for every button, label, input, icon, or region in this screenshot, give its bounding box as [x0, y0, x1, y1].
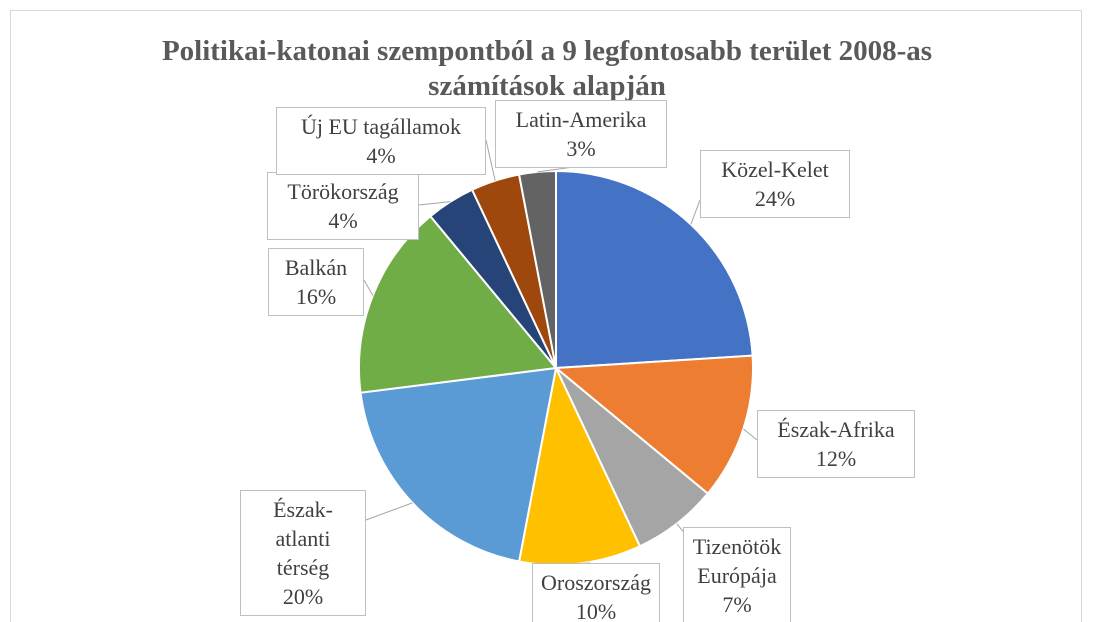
chart-title: Politikai-katonai szempontból a 9 legfon…	[161, 35, 933, 102]
label-name: Oroszország	[541, 570, 651, 595]
label-name: Észak-Afrika	[777, 417, 895, 442]
leader-line	[743, 428, 758, 441]
data-label: Észak-atlanti térség 20%	[240, 490, 366, 616]
leader-line	[690, 199, 701, 225]
label-value: 3%	[566, 136, 596, 161]
data-label: Törökország 4%	[267, 172, 419, 240]
label-name: Észak-atlanti térség	[273, 497, 333, 580]
pie-slice	[555, 169, 754, 370]
data-label: Észak-Afrika 12%	[757, 410, 915, 478]
label-value: 4%	[366, 143, 396, 168]
data-label: Oroszország 10%	[532, 563, 660, 622]
leader-line	[363, 279, 374, 296]
label-name: Közel-Kelet	[721, 157, 829, 182]
label-name: Törökország	[287, 179, 399, 204]
label-value: 12%	[815, 446, 857, 471]
leader-line	[418, 201, 451, 206]
leader-line	[485, 139, 496, 181]
label-name: Tizenötök Európája	[692, 534, 782, 588]
label-value: 24%	[754, 186, 796, 211]
data-label: Latin-Amerika 3%	[495, 100, 667, 168]
data-label: Balkán 16%	[268, 248, 364, 316]
data-label: Tizenötök Európája 7%	[683, 527, 791, 622]
label-name: Latin-Amerika	[515, 107, 647, 132]
label-value: 7%	[722, 592, 752, 617]
data-label: Új EU tagállamok 4%	[276, 107, 486, 175]
pie-slice	[553, 354, 754, 495]
label-name: Új EU tagállamok	[300, 114, 462, 139]
label-value: 20%	[282, 584, 324, 609]
chart-frame	[10, 10, 1082, 622]
data-label: Közel-Kelet 24%	[700, 150, 850, 218]
label-value: 16%	[295, 284, 337, 309]
label-value: 10%	[575, 599, 617, 622]
label-name: Balkán	[284, 255, 348, 280]
leader-line	[365, 502, 413, 521]
label-value: 4%	[328, 208, 358, 233]
